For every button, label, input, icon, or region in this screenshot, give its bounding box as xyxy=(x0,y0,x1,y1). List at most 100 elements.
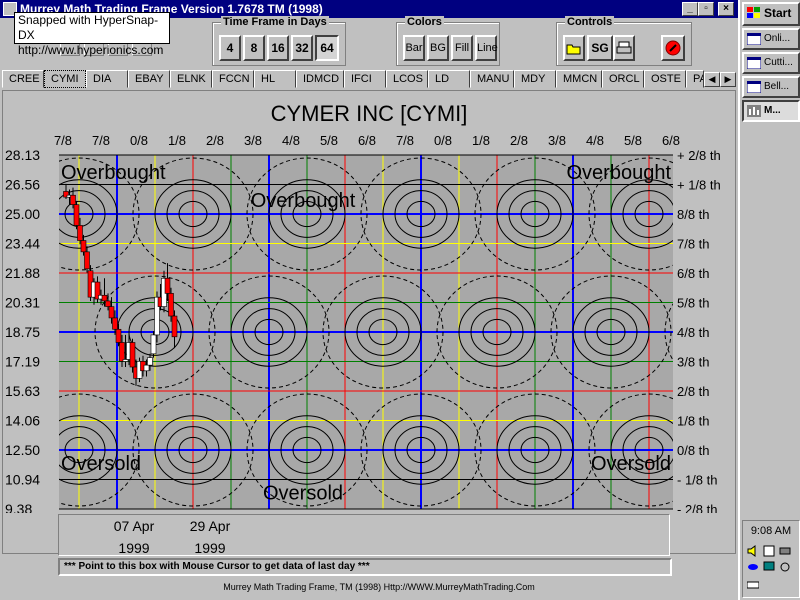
tab-cree[interactable]: CREE xyxy=(2,70,44,88)
harmonic-circle xyxy=(280,426,334,474)
price-label: 21.88 xyxy=(5,265,40,281)
harmonic-circle xyxy=(230,297,308,367)
time-fraction-label: 1/8 xyxy=(168,133,186,148)
tab-fccn[interactable]: FCCN xyxy=(212,70,254,88)
last-day-info-box[interactable]: *** Point to this box with Mouse Cursor … xyxy=(58,558,672,576)
timeframe-16-button[interactable]: 16 xyxy=(267,35,289,61)
time-fraction-label: 2/8 xyxy=(206,133,224,148)
sg-button[interactable]: SG xyxy=(587,35,613,61)
speaker-icon[interactable] xyxy=(747,545,759,557)
murrey-math-chart[interactable]: CYMER INC [CYMI] 7/8 7/8 0/8 1/8 2/8 3/8 4/8 5/8… xyxy=(3,91,735,513)
candle-body xyxy=(122,359,129,362)
murrey-circles xyxy=(59,157,673,507)
close-button[interactable]: × xyxy=(718,2,734,16)
taskbar-item-online[interactable]: Onli... xyxy=(742,28,800,50)
tab-ebay[interactable]: EBAY xyxy=(128,70,170,88)
harmonic-circle-outer xyxy=(436,275,558,389)
color-bar-button[interactable]: Bar xyxy=(403,35,425,61)
harmonic-circle xyxy=(406,200,436,228)
tab-pa[interactable]: PA xyxy=(686,70,704,88)
color-bg-button[interactable]: BG xyxy=(427,35,449,61)
harmonic-circle xyxy=(178,436,208,464)
candle-body xyxy=(164,277,171,294)
harmonic-circle xyxy=(59,179,118,249)
harmonic-circle xyxy=(394,426,448,474)
candlestick xyxy=(150,331,157,358)
harmonic-circle xyxy=(280,190,334,238)
exit-icon[interactable] xyxy=(661,35,685,61)
harmonic-circle xyxy=(154,415,232,485)
harmonic-circle xyxy=(382,415,460,485)
candlestick xyxy=(143,359,150,377)
harmonic-circle xyxy=(242,308,296,356)
price-label: 15.63 xyxy=(5,383,40,399)
taskbar-item-bell[interactable]: Bell... xyxy=(742,76,800,98)
open-folder-icon[interactable] xyxy=(563,35,585,61)
minimize-button[interactable]: _ xyxy=(682,2,698,16)
octave-label: 4/8 th xyxy=(677,325,710,340)
tab-mdy[interactable]: MDY xyxy=(514,70,556,88)
harmonic-circle-outer xyxy=(322,275,444,389)
candlestick xyxy=(70,187,76,209)
harmonic-circle xyxy=(634,436,664,464)
timeframe-4-button[interactable]: 4 xyxy=(219,35,241,61)
time-fraction-label: 3/8 xyxy=(548,133,566,148)
harmonic-circle xyxy=(634,200,664,228)
tab-hl[interactable]: HL xyxy=(254,70,296,88)
tab-idmcd[interactable]: IDMCD xyxy=(296,70,344,88)
price-label: 20.31 xyxy=(5,295,40,311)
symbol-tabs: CREE CYMI DIA EBAY ELNK FCCN HL IDMCD IF… xyxy=(0,70,738,88)
timeframe-64-button[interactable]: 64 xyxy=(315,35,339,61)
network-icon[interactable] xyxy=(779,545,791,557)
taskbar-item-murrey[interactable]: M... xyxy=(742,100,800,122)
tab-ld[interactable]: LD xyxy=(428,70,470,88)
time-fraction-label: 7/8 xyxy=(54,133,72,148)
tab-cymi[interactable]: CYMI xyxy=(44,70,86,88)
overbought-zone-label: Overbought xyxy=(251,190,356,212)
tab-scroll-left-icon[interactable]: ◀ xyxy=(704,72,720,87)
date-label-2: 29 Apr 1999 xyxy=(175,515,245,559)
timeframe-label: Time Frame in Days xyxy=(221,16,329,28)
chart-icon xyxy=(747,105,761,117)
tab-ifci[interactable]: IFCI xyxy=(344,70,386,88)
candlestick xyxy=(112,310,118,335)
tab-elnk[interactable]: ELNK xyxy=(170,70,212,88)
timeframe-32-button[interactable]: 32 xyxy=(291,35,313,61)
eye-icon[interactable] xyxy=(747,561,759,573)
hypersnap-watermark: Snapped with HyperSnap-DX http://www.hyp… xyxy=(14,12,170,57)
gear-icon[interactable] xyxy=(779,561,791,573)
tab-lcos[interactable]: LCOS xyxy=(386,70,428,88)
candle-body xyxy=(112,317,118,330)
tab-orcl[interactable]: ORCL xyxy=(602,70,644,88)
keyboard-icon[interactable] xyxy=(747,579,759,591)
candle-body xyxy=(70,194,76,205)
color-line-button[interactable]: Line xyxy=(475,35,498,61)
timeframe-8-button[interactable]: 8 xyxy=(243,35,265,61)
calendar-icon[interactable] xyxy=(763,545,775,557)
tab-dia[interactable]: DIA xyxy=(86,70,128,88)
taskbar-item-cutting[interactable]: Cutti... xyxy=(742,52,800,74)
clock[interactable]: 9:08 AM xyxy=(750,525,792,537)
tab-mmcn[interactable]: MMCN xyxy=(556,70,602,88)
app-window: Murrey Math Trading Frame Version 1.7678… xyxy=(0,0,738,600)
harmonic-circle xyxy=(572,297,650,367)
tab-scroll-right-icon[interactable]: ▶ xyxy=(720,72,736,87)
candle-body xyxy=(143,364,150,372)
harmonic-circle xyxy=(496,415,574,485)
harmonic-circle-outer xyxy=(246,393,368,507)
harmonic-circle-outer xyxy=(474,157,596,271)
harmonic-circle xyxy=(622,426,673,474)
harmonic-circle xyxy=(382,179,460,249)
printer-icon[interactable] xyxy=(613,35,635,61)
tab-manu[interactable]: MANU xyxy=(470,70,514,88)
maximize-button[interactable]: ▫ xyxy=(698,2,714,16)
monitor-icon[interactable] xyxy=(763,561,775,573)
tab-oste[interactable]: OSTE xyxy=(644,70,686,88)
candle-body xyxy=(101,294,108,302)
harmonic-circle xyxy=(178,200,208,228)
octave-label: 5/8 th xyxy=(677,296,710,311)
color-fill-button[interactable]: Fill xyxy=(451,35,473,61)
start-button[interactable]: Start xyxy=(742,2,800,26)
harmonic-circle-outer xyxy=(132,157,254,271)
candlestick xyxy=(63,183,69,199)
